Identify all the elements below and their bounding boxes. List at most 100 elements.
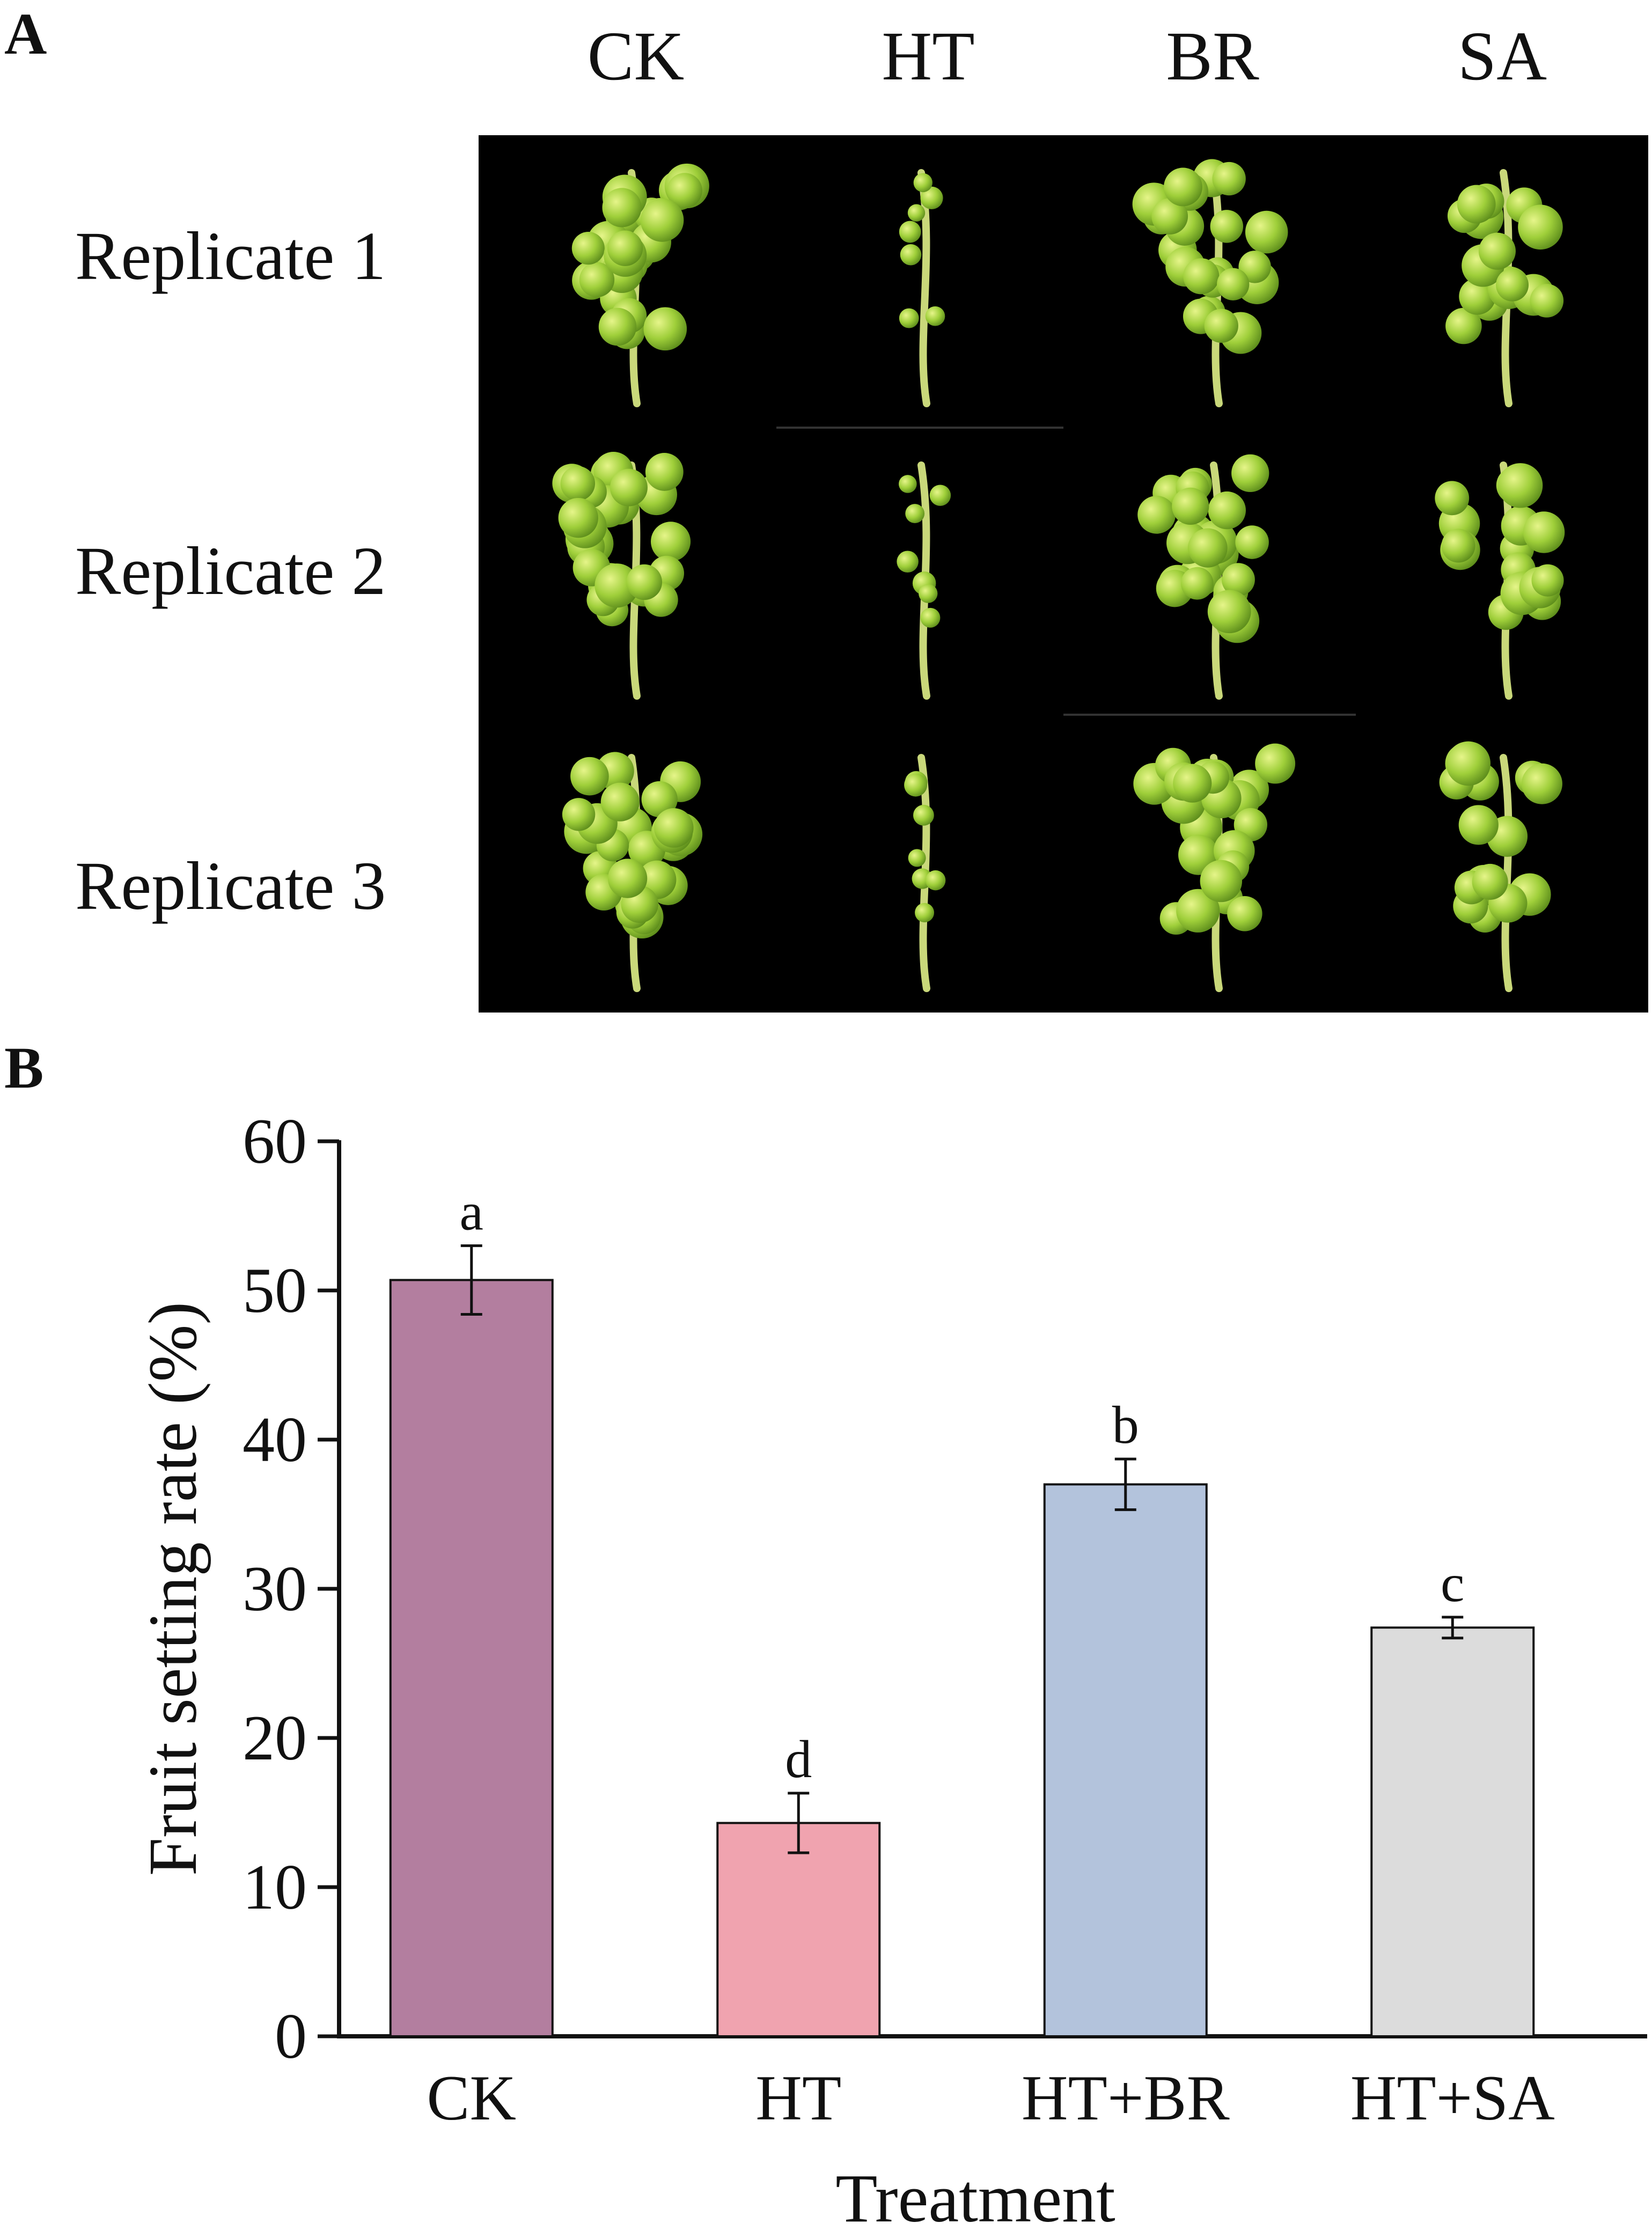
- grape-berry-shape: [1231, 454, 1269, 492]
- grape-berry-shape: [645, 453, 684, 491]
- grape-berry-shape: [607, 859, 648, 898]
- grape-berry-shape: [1180, 567, 1214, 600]
- column-label-ht: HT: [882, 18, 975, 95]
- grape-berry-shape: [1472, 863, 1508, 900]
- y-tick-label: 10: [243, 1851, 307, 1923]
- grape-berry-shape: [1445, 307, 1482, 344]
- grape-berry-shape: [913, 804, 934, 826]
- grape-berry-shape: [1173, 764, 1212, 803]
- grape-berry-shape: [1518, 204, 1563, 250]
- grape-berry-shape: [570, 757, 609, 796]
- bar-ht-br: [1043, 1483, 1208, 2037]
- grape-berry-shape: [897, 551, 919, 573]
- bar-ht-sa: [1370, 1626, 1535, 2037]
- column-label-ck: CK: [587, 18, 685, 95]
- panel-a-label: A: [4, 1, 47, 67]
- grape-berry-shape: [907, 204, 926, 222]
- grape-berry-shape: [1459, 278, 1496, 315]
- y-tick-label: 50: [243, 1255, 307, 1326]
- grape-berry-shape: [1176, 889, 1220, 933]
- grape-berry-shape: [1200, 860, 1243, 903]
- grape-berry-shape: [900, 244, 922, 266]
- grape-berry-shape: [1172, 487, 1209, 525]
- grape-berry-shape: [1521, 763, 1562, 804]
- grape-berry-shape: [925, 870, 946, 891]
- bar-ck: [389, 1279, 554, 2037]
- grape-berry-shape: [1497, 463, 1543, 508]
- grape-berry-shape: [925, 306, 945, 326]
- grape-berry-shape: [1235, 525, 1269, 559]
- grape-berry-shape: [1457, 185, 1496, 224]
- grape-berry-shape: [602, 188, 642, 228]
- grape-berry-shape: [1217, 268, 1250, 300]
- grape-berry-shape: [1163, 167, 1202, 207]
- grape-berry-shape: [607, 230, 643, 266]
- grape-berry-shape: [610, 468, 648, 507]
- grape-berry-shape: [1458, 805, 1499, 845]
- grape-cluster-photo: [479, 135, 1648, 1013]
- grape-berry-shape: [1435, 481, 1470, 516]
- grape-berry-shape: [904, 773, 928, 797]
- significance-label: b: [1112, 1395, 1139, 1455]
- grape-berry-shape: [1210, 210, 1244, 243]
- y-axis-title: Fruit setting rate (%): [135, 1302, 211, 1876]
- row-label-replicate-2: Replicate 2: [75, 533, 386, 609]
- grape-berry-shape: [1530, 283, 1564, 318]
- grape-berry-shape: [667, 173, 702, 208]
- x-axis-title: Treatment: [835, 2160, 1115, 2230]
- grape-berry-shape: [641, 781, 678, 818]
- grape-berry-shape: [562, 798, 596, 831]
- grape-berry-shape: [654, 808, 694, 848]
- grape-berry-shape: [558, 497, 599, 538]
- column-label-sa: SA: [1457, 18, 1547, 95]
- grape-berry-shape: [1227, 896, 1262, 931]
- grape-berry-shape: [908, 849, 926, 867]
- x-tick-label: HT+SA: [1350, 2062, 1555, 2133]
- grape-berry-shape: [1523, 511, 1565, 553]
- y-tick-label: 60: [243, 1105, 307, 1177]
- grape-berry-shape: [594, 563, 639, 608]
- grape-berry-shape: [1183, 258, 1220, 295]
- grape-berry-shape: [1531, 564, 1564, 597]
- row-label-replicate-3: Replicate 3: [75, 848, 386, 924]
- grape-berry-shape: [579, 262, 615, 298]
- grape-berry-shape: [600, 782, 640, 821]
- significance-label: a: [460, 1182, 483, 1242]
- grape-berry-shape: [899, 308, 919, 328]
- grape-berry-shape: [899, 475, 917, 493]
- grape-berry-shape: [1151, 198, 1188, 235]
- column-label-br: BR: [1166, 18, 1259, 95]
- grape-berry-shape: [1221, 563, 1255, 597]
- grape-berry-shape: [1137, 495, 1176, 534]
- row-label-replicate-1: Replicate 1: [75, 218, 386, 294]
- significance-label: c: [1441, 1553, 1464, 1613]
- significance-label: d: [785, 1729, 812, 1789]
- grape-berry-shape: [560, 466, 596, 501]
- y-tick-label: 0: [275, 2000, 307, 2072]
- grape-berry-shape: [1446, 741, 1491, 786]
- grape-berry-shape: [1212, 162, 1246, 196]
- grape-berry-shape: [899, 221, 921, 243]
- grape-berry-shape: [1478, 232, 1516, 270]
- x-tick-label: HT: [755, 2062, 841, 2133]
- grape-berry-shape: [1496, 268, 1529, 302]
- grape-berry-shape: [643, 307, 687, 351]
- grape-berry-shape: [1207, 590, 1251, 634]
- grape-berry-shape: [920, 186, 943, 210]
- stem-shape: [917, 169, 930, 407]
- grape-berry-shape: [920, 607, 941, 628]
- grape-berry-shape: [929, 485, 951, 506]
- grape-berry-shape: [598, 307, 637, 346]
- grape-berry-shape: [905, 504, 925, 523]
- grape-berry-shape: [1238, 251, 1271, 283]
- x-tick-label: CK: [427, 2062, 516, 2133]
- panel-b-label: B: [4, 1035, 44, 1101]
- grape-berry-shape: [626, 564, 663, 600]
- grape-berry-shape: [1255, 743, 1296, 784]
- grape-berry-shape: [1208, 491, 1246, 530]
- grape-berry-shape: [1441, 529, 1475, 563]
- grape-berry-shape: [650, 522, 691, 562]
- x-tick-label: HT+BR: [1022, 2062, 1230, 2133]
- grape-cluster-photo-art: [552, 159, 1565, 992]
